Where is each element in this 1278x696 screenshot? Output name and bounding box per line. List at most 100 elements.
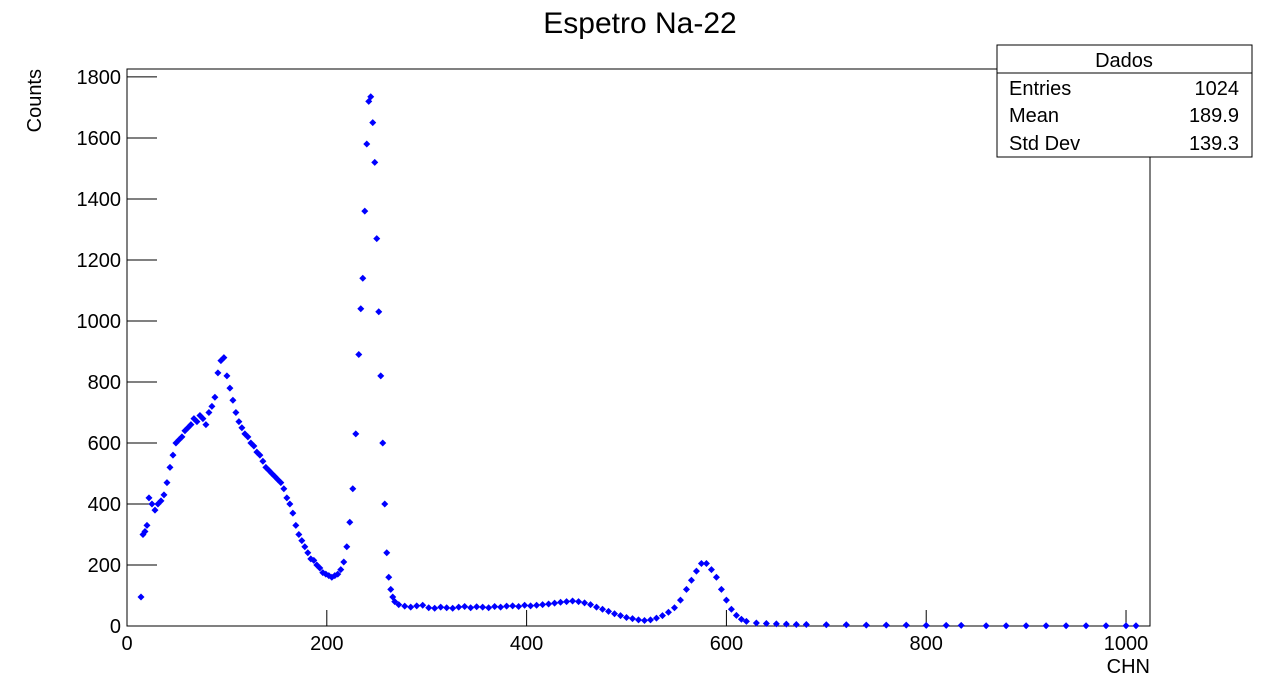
stats-label: Std Dev (1009, 133, 1080, 155)
data-point (431, 604, 439, 612)
y-tick-label: 1000 (77, 311, 122, 333)
data-point (369, 119, 377, 127)
data-point (301, 543, 309, 551)
stats-box: Dados Entries 1024 Mean 189.9 Std Dev 13… (996, 44, 1253, 158)
data-point (371, 158, 379, 166)
data-point (1002, 622, 1010, 630)
data-point (145, 494, 153, 502)
data-point (697, 559, 705, 567)
y-tick-label: 1200 (77, 250, 122, 272)
data-point (289, 509, 297, 517)
data-point (605, 607, 613, 615)
data-point (205, 408, 213, 416)
data-point (449, 604, 457, 612)
data-point (160, 491, 168, 499)
x-tick-label: 0 (121, 633, 132, 655)
data-point (664, 608, 672, 616)
data-point (349, 485, 357, 493)
data-point (211, 393, 219, 401)
stats-value: 139.3 (1189, 133, 1239, 155)
data-point (359, 274, 367, 282)
data-point (652, 614, 660, 622)
data-point (982, 622, 990, 630)
data-point (375, 308, 383, 316)
data-point (942, 621, 950, 629)
data-point (563, 598, 571, 606)
data-point (732, 611, 740, 619)
data-point (143, 521, 151, 529)
data-point (163, 479, 171, 487)
data-point (425, 604, 433, 612)
stats-label: Entries (1009, 78, 1071, 100)
data-point (169, 451, 177, 459)
data-point (762, 620, 770, 628)
data-point (617, 612, 625, 620)
data-point (670, 604, 678, 612)
data-point (1022, 622, 1030, 630)
data-point (727, 605, 735, 613)
data-point (391, 598, 399, 606)
chart-title: Espetro Na-22 (543, 7, 736, 40)
data-point (658, 612, 666, 620)
data-point (461, 602, 469, 610)
data-point (702, 559, 710, 567)
data-point (229, 396, 237, 404)
data-point (283, 494, 291, 502)
data-point (533, 601, 541, 609)
data-point (557, 598, 565, 606)
data-point (256, 451, 264, 459)
data-point (772, 620, 780, 628)
data-point (822, 621, 830, 629)
data-point (310, 556, 318, 564)
data-point (467, 604, 475, 612)
data-point (503, 602, 511, 610)
data-point (166, 463, 174, 471)
data-point (292, 521, 300, 529)
data-point (569, 597, 577, 605)
x-tick-label: 1000 (1104, 633, 1149, 655)
data-point (599, 605, 607, 613)
data-point (635, 616, 642, 624)
data-point (646, 616, 654, 624)
data-point (485, 604, 493, 612)
plot-frame (126, 68, 1151, 627)
data-point (479, 603, 487, 611)
data-point (137, 593, 145, 601)
data-point (337, 566, 345, 574)
stats-frame (996, 44, 1253, 158)
x-tick-label: 600 (710, 633, 743, 655)
data-point (676, 596, 684, 604)
data-point (1102, 622, 1110, 630)
x-axis-label: CHN (1107, 656, 1150, 678)
data-point (611, 610, 619, 618)
data-point (346, 518, 354, 526)
data-point (381, 500, 389, 508)
data-point (419, 601, 427, 609)
data-point (521, 601, 529, 609)
data-point (581, 599, 589, 607)
data-point (473, 603, 481, 611)
data-point (214, 369, 222, 377)
data-point (357, 305, 365, 313)
data-point (782, 620, 790, 628)
data-point (497, 603, 505, 611)
data-point (277, 479, 285, 487)
data-point (352, 430, 360, 438)
y-tick-label: 200 (88, 555, 121, 577)
data-point (178, 433, 186, 441)
data-point (413, 602, 421, 610)
data-point (902, 621, 910, 629)
data-point (1082, 622, 1090, 630)
data-point (373, 235, 381, 243)
stats-value: 1024 (1195, 78, 1240, 100)
data-point (509, 602, 517, 610)
data-point (361, 207, 369, 215)
data-point (157, 497, 165, 505)
y-tick-label: 0 (110, 616, 121, 638)
data-point (1132, 622, 1140, 630)
data-point (199, 415, 207, 423)
data-point (244, 433, 252, 441)
data-point (226, 384, 234, 392)
data-point (792, 620, 800, 628)
